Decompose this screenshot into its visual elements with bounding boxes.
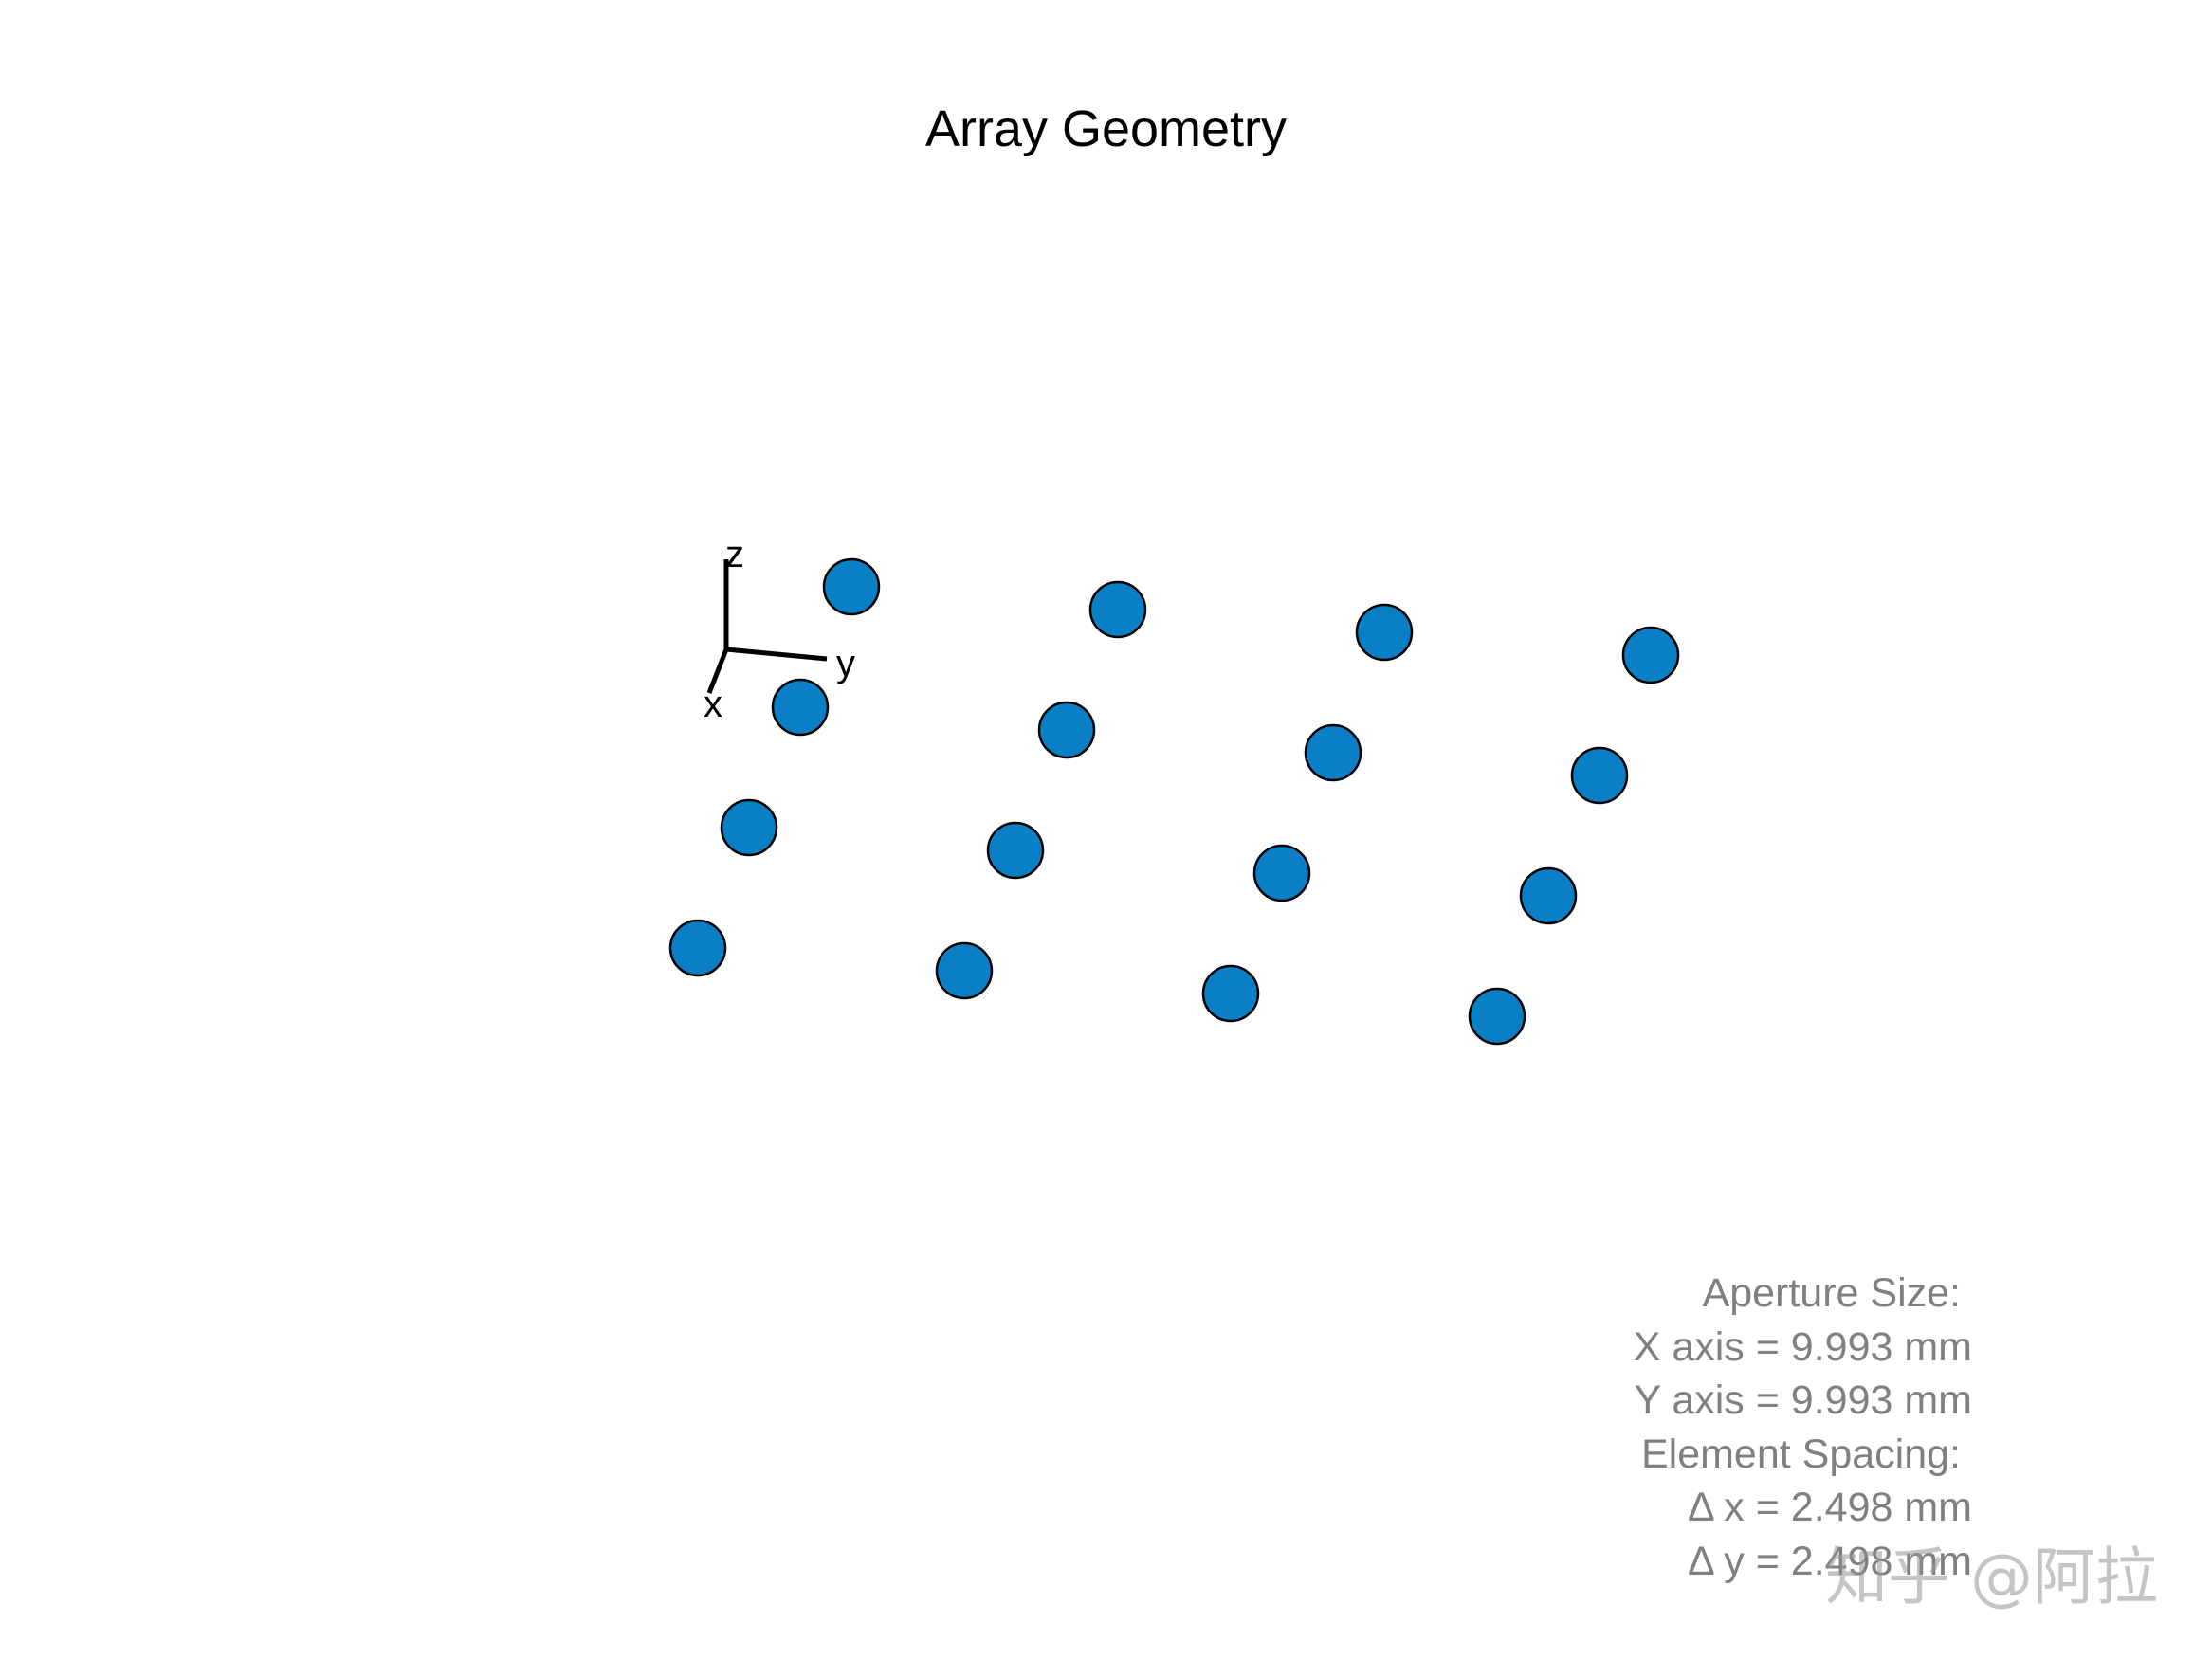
array-element [1304, 723, 1362, 782]
spacing-dx: Δ x = 2.498 mm [1688, 1485, 1972, 1530]
array-element [935, 941, 994, 1000]
array-element [1201, 964, 1260, 1023]
aperture-heading: Aperture Size: [1702, 1270, 1961, 1316]
watermark: 知乎 @阿拉 [1825, 1540, 2158, 1613]
array-elements [668, 557, 1680, 1046]
spacing-heading: Element Spacing: [1640, 1431, 1961, 1477]
array-element [720, 798, 778, 857]
array-element [771, 678, 830, 737]
array-element [668, 919, 727, 977]
array-element [1621, 626, 1680, 684]
array-element [1355, 603, 1414, 662]
array-element [1570, 746, 1629, 805]
array-element [1519, 866, 1578, 925]
array-element [1088, 580, 1147, 639]
triad-y-label: y [836, 643, 855, 684]
array-element [1468, 987, 1526, 1046]
aperture-y-axis: Y axis = 9.993 mm [1634, 1377, 1972, 1423]
array-element [1037, 701, 1096, 759]
triad-y-axis [725, 647, 828, 662]
array-element [822, 557, 881, 616]
aperture-info-panel: Aperture Size: X axis = 9.993 mm Y axis … [1498, 1267, 1972, 1588]
spacing-dy: Δ y = 2.498 mm [1688, 1538, 1972, 1584]
triad-x-axis [706, 648, 729, 694]
triad-z-label: z [725, 534, 744, 575]
figure-title: Array Geometry [924, 100, 1288, 157]
axes-triad: z y x [704, 534, 855, 725]
aperture-x-axis: X axis = 9.993 mm [1633, 1323, 1972, 1370]
array-element [986, 821, 1045, 880]
triad-x-label: x [704, 684, 722, 725]
array-element [1252, 844, 1311, 902]
